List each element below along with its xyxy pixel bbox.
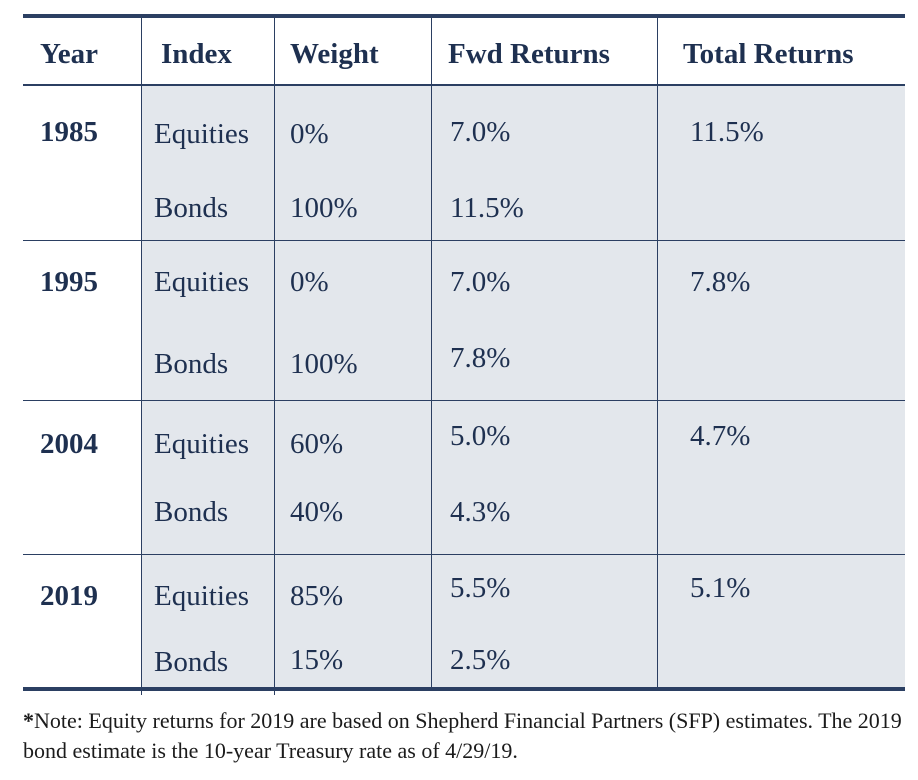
row-fwd-return: 11.5% xyxy=(450,192,524,224)
row-weight: 15% xyxy=(290,644,344,676)
row-weight: 0% xyxy=(290,118,329,150)
row-fwd-return: 2.5% xyxy=(450,644,511,676)
row-year: 2019 xyxy=(40,580,98,612)
row-weight: 40% xyxy=(290,496,344,528)
header-year: Year xyxy=(40,38,98,70)
column-divider xyxy=(431,18,432,687)
row-fwd-return: 7.0% xyxy=(450,266,511,298)
row-total-return: 11.5% xyxy=(690,116,764,148)
row-weight: 0% xyxy=(290,266,329,298)
column-divider xyxy=(141,18,142,695)
row-index: Equities xyxy=(154,266,250,298)
header-underline xyxy=(23,84,905,86)
row-divider xyxy=(23,240,905,241)
header-index: Index xyxy=(161,38,232,70)
table-top-rule xyxy=(23,14,905,18)
row-year: 1985 xyxy=(40,116,98,148)
row-divider xyxy=(23,554,905,555)
row-index: Bonds xyxy=(154,496,229,528)
row-fwd-return: 5.5% xyxy=(450,572,511,604)
row-year: 2004 xyxy=(40,428,98,460)
row-index: Equities xyxy=(154,428,250,460)
row-weight: 100% xyxy=(290,192,358,224)
row-weight: 100% xyxy=(290,348,358,380)
column-divider xyxy=(657,18,658,687)
column-divider xyxy=(274,18,275,695)
row-index: Bonds xyxy=(154,192,229,224)
row-fwd-return: 4.3% xyxy=(450,496,511,528)
row-index: Equities xyxy=(154,580,250,612)
header-total-returns: Total Returns xyxy=(683,38,854,70)
footnote: *Note: Equity returns for 2019 are based… xyxy=(23,706,903,766)
footnote-text: Note: Equity returns for 2019 are based … xyxy=(23,708,902,763)
footnote-marker: * xyxy=(23,708,34,733)
row-year: 1995 xyxy=(40,266,98,298)
row-total-return: 7.8% xyxy=(690,266,751,298)
header-weight: Weight xyxy=(290,38,379,70)
table-body-shading xyxy=(141,86,905,687)
row-weight: 60% xyxy=(290,428,344,460)
header-fwd-returns: Fwd Returns xyxy=(448,38,610,70)
row-index: Bonds xyxy=(154,646,229,678)
returns-table: Year Index Weight Fwd Returns Total Retu… xyxy=(23,14,905,695)
row-index: Equities xyxy=(154,118,250,150)
row-total-return: 4.7% xyxy=(690,420,751,452)
row-divider xyxy=(23,400,905,401)
table-bottom-rule xyxy=(23,687,905,691)
row-fwd-return: 7.0% xyxy=(450,116,511,148)
row-fwd-return: 7.8% xyxy=(450,342,511,374)
row-weight: 85% xyxy=(290,580,344,612)
row-fwd-return: 5.0% xyxy=(450,420,511,452)
row-index: Bonds xyxy=(154,348,229,380)
row-total-return: 5.1% xyxy=(690,572,751,604)
